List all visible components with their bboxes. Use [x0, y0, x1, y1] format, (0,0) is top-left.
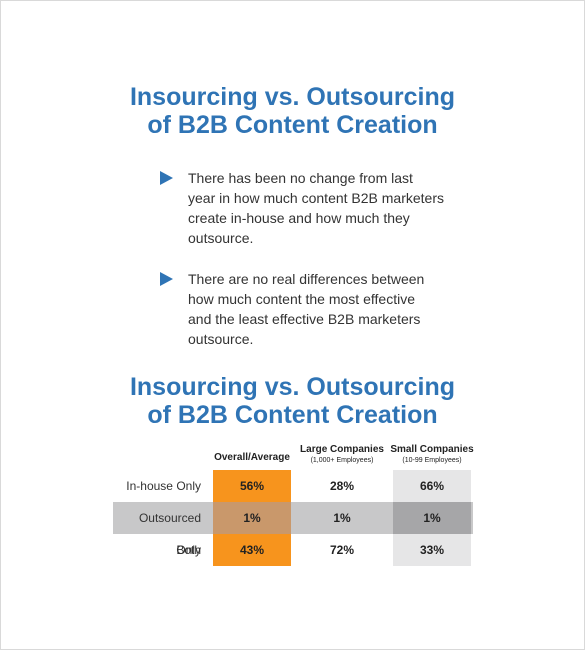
- key-finding-line: year in how much content B2B marketers: [188, 190, 445, 206]
- cell-overall: 56%: [213, 470, 291, 502]
- column-header-sublabel: (1,000+ Employees): [310, 457, 374, 464]
- triangle-bullet-icon: [160, 272, 173, 286]
- page-title-line-2: of B2B Content Creation: [147, 111, 438, 139]
- column-header-label: Small Companies: [390, 444, 474, 455]
- page-title: Insourcing vs. Outsourcing of B2B Conten…: [0, 83, 585, 139]
- key-finding-line: outsource.: [188, 230, 254, 246]
- cell-small: 66%: [393, 470, 471, 502]
- table-row: In-house Only 56% 28% 66%: [113, 470, 473, 502]
- key-finding-line: create in-house and how much they: [188, 210, 410, 226]
- cell-overall: 43%: [213, 534, 291, 566]
- key-finding-line: There are no real differences between: [188, 271, 425, 287]
- page-title-line-1: Insourcing vs. Outsourcing: [129, 83, 456, 111]
- table-row: Both 43% 72% 33%: [113, 534, 473, 566]
- key-finding-line: how much content the most effective: [188, 291, 415, 307]
- cell-small: 33%: [393, 534, 471, 566]
- cell-large: 1%: [333, 511, 351, 525]
- key-finding-line: There has been no change from last: [188, 170, 413, 186]
- cell-small: 1%: [393, 502, 471, 534]
- row-label: Both: [176, 543, 201, 557]
- column-header-sublabel: (10-99 Employees): [402, 457, 462, 464]
- table-title-line-2: of B2B Content Creation: [147, 401, 438, 429]
- column-header-large: Large Companies (1,000+ Employees): [291, 444, 393, 466]
- row-label: In-house Only: [126, 479, 201, 493]
- cell-large: 28%: [329, 479, 355, 493]
- row-label: Outsourced Only: [138, 511, 201, 557]
- column-header-label: Overall/Average: [214, 452, 290, 463]
- key-finding-item: There has been no change from last year …: [160, 168, 450, 248]
- cell-overall: 1%: [213, 502, 291, 534]
- key-finding-item: There are no real differences between ho…: [160, 269, 450, 349]
- table-title: Insourcing vs. Outsourcing of B2B Conten…: [0, 373, 585, 429]
- column-header-overall: Overall/Average: [213, 452, 291, 464]
- table-row: Outsourced Only 1% 1% 1%: [113, 502, 473, 557]
- table-title-line-1: Insourcing vs. Outsourcing: [129, 373, 456, 401]
- key-finding-line: outsource.: [188, 331, 254, 347]
- cell-large: 72%: [329, 543, 355, 557]
- key-findings-list: There has been no change from last year …: [160, 168, 450, 370]
- key-finding-line: and the least effective B2B marketers: [188, 311, 421, 327]
- column-header-small: Small Companies (10-99 Employees): [381, 444, 483, 466]
- column-header-label: Large Companies: [300, 444, 384, 455]
- triangle-bullet-icon: [160, 171, 173, 185]
